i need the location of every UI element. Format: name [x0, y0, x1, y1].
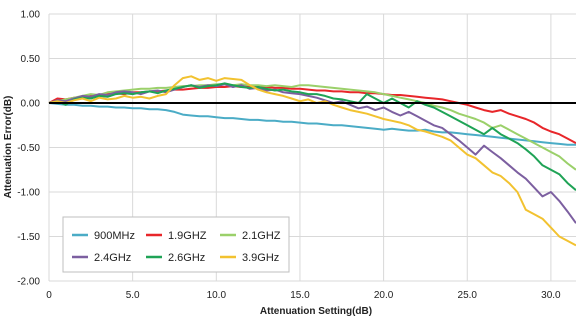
y-tick-label: 0.50 [21, 54, 41, 65]
x-tick-label: 10.0 [207, 290, 227, 301]
x-tick-label: 0 [46, 290, 52, 301]
legend-label: 2.6GHz [168, 252, 205, 264]
y-tick-label: -0.50 [17, 143, 40, 154]
legend-label: 900MHz [94, 230, 135, 242]
series-line-900mhz [48, 102, 576, 146]
x-tick-label: 5.0 [126, 290, 140, 301]
series-line-2-6ghz [48, 82, 576, 191]
series-line-3-9ghz [48, 75, 576, 247]
x-tick-label: 25.0 [458, 290, 478, 301]
x-axis-ticks: 0 5.0 10.0 15.0 20.0 25.0 30.0 [46, 290, 561, 301]
x-tick-label: 30.0 [541, 290, 561, 301]
series-layer [48, 75, 576, 247]
y-axis-title: Attenuation Error(dB) [3, 96, 14, 199]
x-axis-title: Attenuation Setting(dB) [260, 306, 372, 317]
y-tick-label: 1.00 [21, 10, 41, 21]
y-axis-ticks: 1.00 0.50 0.00 -0.50 -1.00 -1.50 -2.00 [17, 10, 40, 288]
legend-label: 1.9GHZ [168, 230, 207, 242]
legend-label: 3.9GHz [242, 252, 279, 264]
y-tick-label: -2.00 [17, 277, 40, 288]
legend: 900MHz 1.9GHZ 2.1GHZ 2.4GHz 2.6GHz 3.9GHz [62, 216, 290, 273]
y-tick-label: -1.00 [17, 188, 40, 199]
y-tick-label: 0.00 [21, 99, 41, 110]
series-line-2-1ghz [48, 83, 576, 171]
x-tick-label: 20.0 [374, 290, 394, 301]
legend-box [62, 216, 290, 273]
y-tick-label: -1.50 [17, 232, 40, 243]
legend-label: 2.4GHz [94, 252, 131, 264]
x-tick-label: 15.0 [290, 290, 310, 301]
legend-label: 2.1GHZ [242, 230, 281, 242]
